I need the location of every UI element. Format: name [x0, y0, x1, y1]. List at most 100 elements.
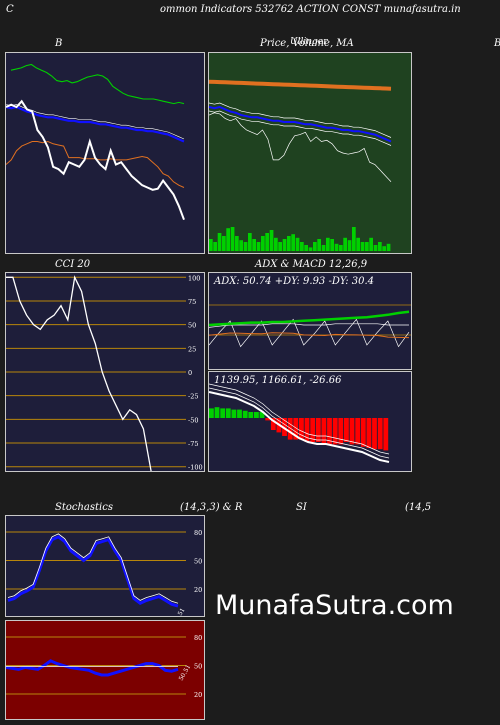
volume-bar-22: [304, 245, 308, 251]
macd-hist-bar-8: [254, 412, 259, 418]
cci-tick-25: 25: [188, 345, 196, 353]
adx-plus-di: [209, 318, 410, 348]
header-c: C: [6, 4, 14, 15]
volume-bar-35: [360, 242, 365, 251]
stoch-k-line: [7, 535, 179, 608]
rsi-chart: 80 50 20 50.51: [6, 634, 202, 699]
macd-line: [209, 391, 390, 463]
volume-bar-21: [300, 242, 304, 251]
volume-bar-14: [269, 230, 274, 251]
volume-bar-13: [265, 233, 269, 251]
volume-bar-16: [278, 242, 282, 251]
price-panel: [208, 52, 412, 254]
volume-bar-1: [213, 242, 217, 251]
volume-bar-8: [243, 242, 248, 251]
cci-chart: 1751501251007550250-25-50-75-100-125-150…: [6, 274, 203, 471]
volume-bar-39: [378, 242, 382, 251]
volume-bar-27: [326, 237, 330, 251]
bb-middle-band: [6, 105, 185, 143]
stoch-d-line: [7, 533, 179, 604]
bb-upper-band: [10, 63, 185, 105]
volume-bar-37: [369, 237, 373, 251]
cci-tick-75: 75: [188, 298, 196, 306]
macd-hist-bar-14: [287, 418, 293, 440]
macd-readout: 1139.95, 1166.61, -26.66: [214, 375, 342, 386]
price-envelope-upper: [209, 102, 392, 138]
cci-tick--100: -100: [188, 464, 203, 471]
macd-hist-bar-2: [220, 408, 226, 418]
bollinger-chart: [6, 63, 185, 221]
macd-hist-bar-21: [327, 418, 332, 445]
rsi-params: (14,5: [405, 502, 432, 513]
stoch-title: Stochastics: [55, 502, 113, 513]
macd-hist-bar-27: [360, 418, 366, 447]
macd-hist-bar-24: [344, 418, 349, 442]
price-ma-long: [209, 79, 392, 91]
rsi-tick-80: 80: [194, 634, 202, 642]
volume-bar-33: [352, 227, 356, 251]
volume-bar-32: [347, 240, 352, 251]
volume-bar-25: [317, 239, 321, 251]
cci-title: CCI 20: [55, 259, 91, 270]
cci-tick--25: -25: [188, 393, 198, 401]
watermark: MunafaSutra.com: [215, 590, 454, 621]
macd-hist-bar-22: [332, 418, 338, 445]
macd-hist-bar-19: [315, 418, 321, 442]
bb-price-line: [6, 99, 185, 221]
stoch-tick-50: 50: [194, 558, 202, 566]
macd-signal-lower: [209, 383, 390, 455]
macd-hist-bar-28: [366, 418, 372, 448]
adx-panel: ADX: 50.74 +DY: 9.93 -DY: 30.4: [208, 272, 412, 370]
volume-bar-28: [330, 239, 334, 251]
volume-bar-30: [339, 245, 343, 251]
volume-bar-6: [235, 236, 239, 251]
volume-bar-3: [222, 236, 226, 251]
macd-hist-bar-16: [299, 418, 304, 440]
volume-bar-26: [321, 245, 326, 251]
volume-bar-18: [287, 236, 291, 251]
cci-tick-50: 50: [188, 322, 196, 330]
stoch-tick-20: 20: [194, 586, 202, 594]
volume-bar-20: [295, 237, 300, 251]
macd-hist-bar-3: [225, 408, 231, 418]
macd-hist-bar-17: [304, 418, 310, 442]
macd-hist-bar-4: [231, 409, 237, 418]
volume-bar-2: [217, 233, 222, 251]
macd-hist-bar-9: [259, 412, 265, 418]
volume-bar-38: [373, 245, 378, 251]
macd-signal-upper: [209, 387, 390, 459]
macd-panel: 1139.95, 1166.61, -26.66: [208, 371, 412, 472]
rsi-last-value: 50.51: [178, 664, 193, 682]
macd-hist-bar-10: [265, 418, 271, 421]
rsi-line: [6, 659, 179, 677]
volume-bar-34: [356, 237, 360, 251]
volume-bar-9: [248, 233, 252, 251]
stochastics-chart: 80 50 20 51: [6, 529, 202, 616]
macd-hist-bar-13: [282, 418, 287, 436]
macd-hist-bar-6: [242, 410, 248, 418]
right-edge-label: B: [494, 38, 500, 49]
price-envelope-mid: [209, 110, 392, 146]
rsi-panel: 80 50 20 50.51: [5, 620, 205, 720]
macd-chart: [209, 383, 390, 463]
volume-bar-12: [261, 236, 265, 251]
bollinger-panel: [5, 52, 205, 254]
stoch-params: (14,3,3) & R: [180, 502, 243, 513]
cci-tick-100: 100: [188, 274, 200, 282]
macd-hist-bar-30: [377, 418, 383, 450]
volume-bar-10: [252, 239, 256, 251]
volume-bar-11: [256, 242, 261, 251]
price-title-overlap: Ullinger: [290, 37, 328, 47]
macd-hist-bar-29: [372, 418, 377, 450]
macd-hist-bar-20: [321, 418, 327, 445]
volume-bar-40: [382, 246, 386, 251]
stoch-tick-80: 80: [194, 529, 202, 537]
volume-bar-15: [274, 237, 278, 251]
stochastics-panel: 80 50 20 51: [5, 515, 205, 617]
macd-hist-bar-7: [248, 412, 254, 418]
adx-minus-di: [209, 323, 409, 328]
cci-panel: 1751501251007550250-25-50-75-100-125-150…: [5, 272, 205, 472]
cci-line: [6, 275, 152, 471]
adx-readout: ADX: 50.74 +DY: 9.93 -DY: 30.4: [214, 276, 375, 287]
adx-chart: [209, 304, 411, 348]
